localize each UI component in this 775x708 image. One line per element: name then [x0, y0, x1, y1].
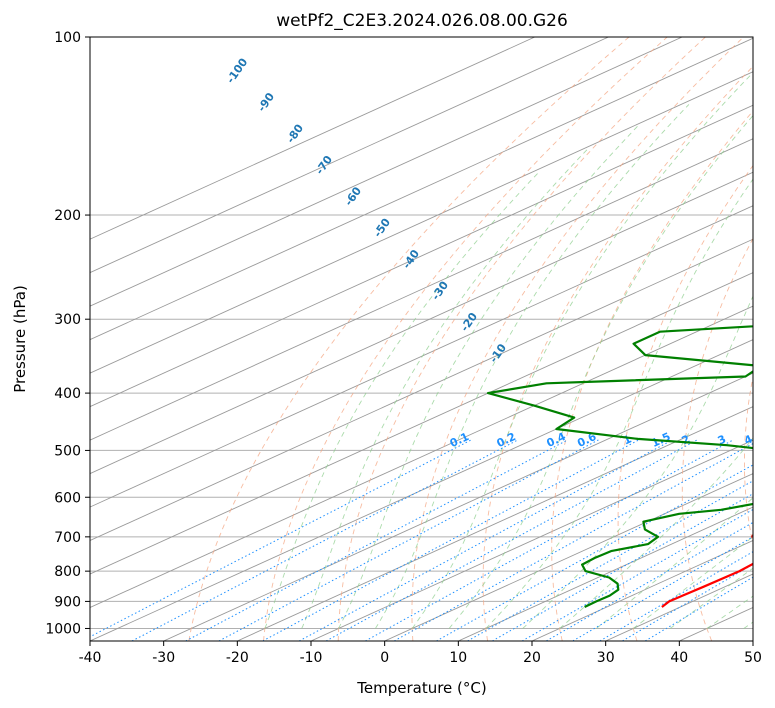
moist-adiabat-line — [448, 114, 753, 629]
mixing-ratio-line — [467, 480, 753, 641]
isotherm-line — [752, 640, 753, 641]
moist-adiabat-label: 20 — [749, 524, 769, 544]
moist-adiabat-line — [559, 437, 753, 629]
moist-adiabat-line — [264, 172, 539, 629]
plot-background — [90, 37, 753, 641]
x-tick-label: 0 — [380, 650, 389, 666]
y-tick-label: 300 — [54, 312, 81, 328]
dry-adiabat-line — [551, 110, 753, 641]
moist-adiabat-line — [411, 72, 753, 629]
profile-traces — [486, 325, 753, 608]
mixing-ratio-line — [599, 551, 753, 641]
isotherm-line — [90, 171, 753, 475]
chart-title: wetPf2_C2E3.2024.026.08.00.G26 — [276, 11, 568, 31]
isotherm-line — [90, 339, 753, 641]
isotherm-line — [90, 205, 753, 508]
mixing-ratio-line — [521, 508, 753, 641]
isotherm-line — [458, 506, 753, 641]
dry-adiabat-line — [482, 65, 753, 641]
mixing-ratio-label: 4 — [742, 432, 755, 447]
dry-adiabat-line — [411, 37, 744, 641]
isotherm-line — [310, 439, 753, 641]
isotherm-line — [163, 372, 753, 641]
y-tick-label: 600 — [54, 490, 81, 506]
isotherm-line — [90, 138, 753, 441]
mixing-ratio-line — [325, 439, 698, 641]
isotherm-line — [237, 406, 753, 641]
x-tick-label: 20 — [523, 650, 541, 666]
moist-adiabat-label: 10 — [753, 489, 773, 509]
x-tick-label: -40 — [79, 650, 102, 666]
mixing-ratio-line — [218, 439, 599, 641]
mixing-ratio-line — [131, 439, 519, 641]
x-tick-label: 50 — [744, 650, 762, 666]
y-tick-label: 400 — [54, 386, 81, 402]
mixing-ratio-line — [90, 439, 472, 638]
isotherm-line — [90, 37, 535, 240]
isotherm-line — [90, 272, 753, 575]
mixing-ratio-line — [546, 521, 753, 641]
y-tick-label: 200 — [54, 208, 81, 224]
dry-adiabat-line — [681, 237, 753, 641]
mixing-ratio-line — [492, 493, 753, 641]
moist-adiabat-label: 30 — [754, 555, 774, 575]
isotherm-line — [90, 305, 753, 609]
moist-adiabat-line — [485, 178, 753, 629]
isotherm-line — [384, 473, 753, 641]
mixing-ratio-line — [393, 442, 753, 641]
y-axis-label: Pressure (hPa) — [11, 285, 29, 393]
x-tick-label: 40 — [670, 650, 688, 666]
isotherm-line — [90, 37, 683, 307]
y-tick-label: 100 — [54, 30, 81, 46]
mixing-ratio-line — [365, 439, 734, 641]
y-tick-label: 1000 — [45, 622, 81, 638]
x-tick-label: -10 — [300, 650, 323, 666]
x-tick-label: 30 — [597, 650, 615, 666]
y-tick-label: 900 — [54, 594, 81, 610]
x-axis-label: Temperature (°C) — [356, 679, 486, 697]
y-tick-label: 800 — [54, 564, 81, 580]
dewpoint-trace — [486, 325, 753, 608]
x-tick-label: -30 — [152, 650, 175, 666]
moist-adiabat-line — [338, 123, 641, 629]
isotherm-line — [90, 37, 609, 274]
x-tick-label: 10 — [449, 650, 467, 666]
moist-adiabat-line — [596, 497, 753, 629]
background-lines — [90, 37, 753, 641]
x-tick-label: -20 — [226, 650, 249, 666]
y-tick-label: 700 — [54, 530, 81, 546]
mixing-ratio-line — [572, 536, 753, 641]
y-tick-label: 500 — [54, 443, 81, 459]
plot-frame — [89, 36, 754, 642]
moist-adiabat-label: 40 — [767, 583, 775, 603]
isotherm-line — [90, 71, 753, 374]
dry-adiabat-line — [188, 37, 630, 641]
isotherm-line — [90, 104, 753, 408]
moist-adiabat-line — [522, 295, 753, 629]
moist-adiabat-line — [375, 104, 690, 629]
dry-adiabat-line — [617, 164, 753, 641]
axes: -40 -30 -20 -10 0 10 20 30 40 50 100 200 300 400 500 60… — [45, 30, 762, 666]
mixing-ratio-line — [185, 439, 568, 641]
isotherm-line — [90, 37, 753, 341]
